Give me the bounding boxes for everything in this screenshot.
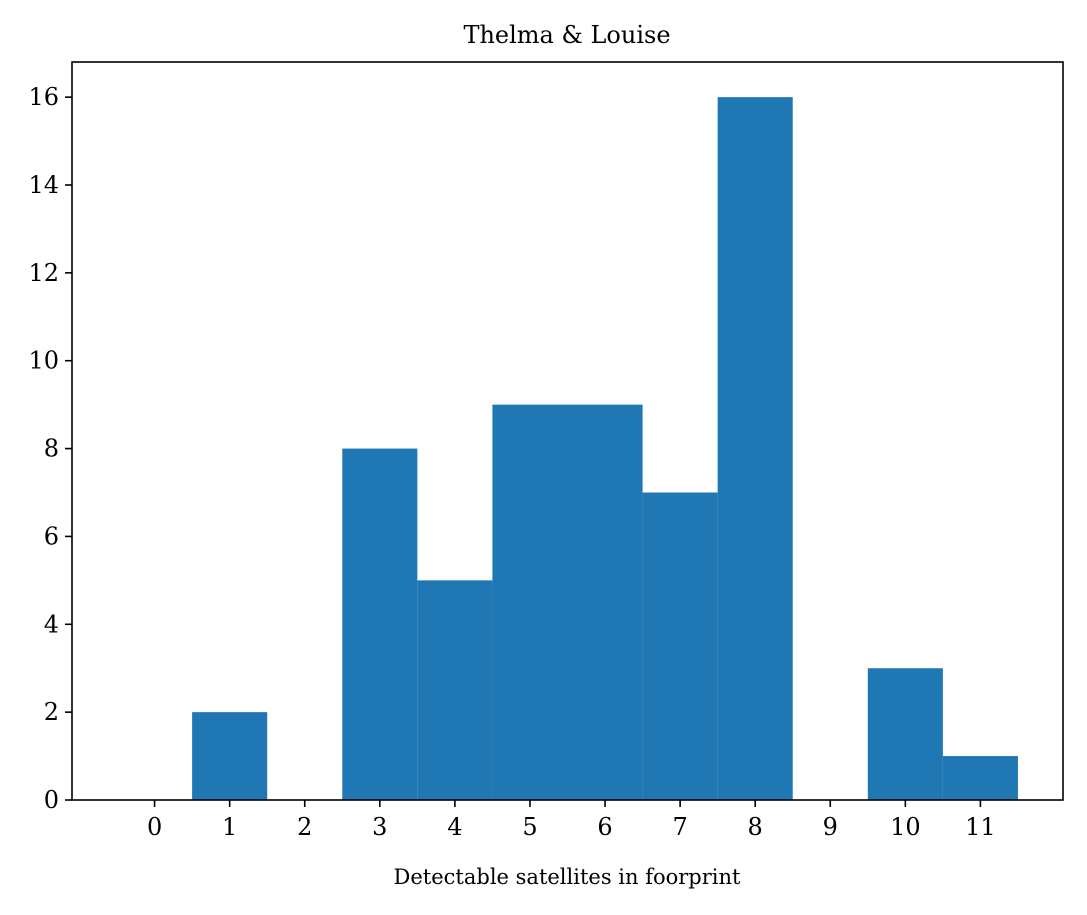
x-tick-label: 0 bbox=[147, 813, 162, 841]
y-tick-label: 6 bbox=[44, 522, 59, 550]
y-axis-ticks: 0 2 4 6 8 10 12 14 16 bbox=[28, 83, 72, 814]
x-tick-label: 10 bbox=[890, 813, 921, 841]
bar-3 bbox=[342, 448, 418, 800]
y-tick-label: 8 bbox=[44, 435, 59, 463]
x-tick-label: 4 bbox=[447, 813, 462, 841]
bar-4 bbox=[417, 580, 493, 800]
y-tick-label: 0 bbox=[44, 786, 59, 814]
x-tick-label: 3 bbox=[372, 813, 387, 841]
bar-5 bbox=[492, 404, 568, 800]
x-tick-label: 7 bbox=[672, 813, 687, 841]
y-tick-label: 14 bbox=[28, 171, 59, 199]
y-tick-label: 12 bbox=[28, 259, 59, 287]
bar-11 bbox=[942, 756, 1018, 800]
plot-frame bbox=[71, 61, 1064, 801]
x-tick-label: 11 bbox=[965, 813, 996, 841]
y-tick-label: 2 bbox=[44, 698, 59, 726]
bar-10 bbox=[867, 668, 943, 800]
x-tick-label: 1 bbox=[222, 813, 237, 841]
x-axis-label: Detectable satellites in foorprint bbox=[394, 865, 741, 889]
chart-title: Thelma & Louise bbox=[463, 21, 670, 49]
x-axis-ticks: 0 1 2 3 4 5 6 7 8 9 10 11 bbox=[147, 800, 996, 841]
bar-1 bbox=[192, 712, 268, 800]
x-tick-label: 8 bbox=[748, 813, 763, 841]
x-tick-label: 2 bbox=[297, 813, 312, 841]
x-tick-label: 9 bbox=[823, 813, 838, 841]
bar-8 bbox=[717, 97, 793, 800]
y-tick-label: 10 bbox=[28, 347, 59, 375]
bars-group bbox=[192, 97, 1018, 800]
x-tick-label: 6 bbox=[597, 813, 612, 841]
bar-7 bbox=[642, 492, 718, 800]
y-tick-label: 4 bbox=[44, 610, 59, 638]
y-tick-label: 16 bbox=[28, 83, 59, 111]
bar-6 bbox=[567, 404, 643, 800]
x-tick-label: 5 bbox=[522, 813, 537, 841]
